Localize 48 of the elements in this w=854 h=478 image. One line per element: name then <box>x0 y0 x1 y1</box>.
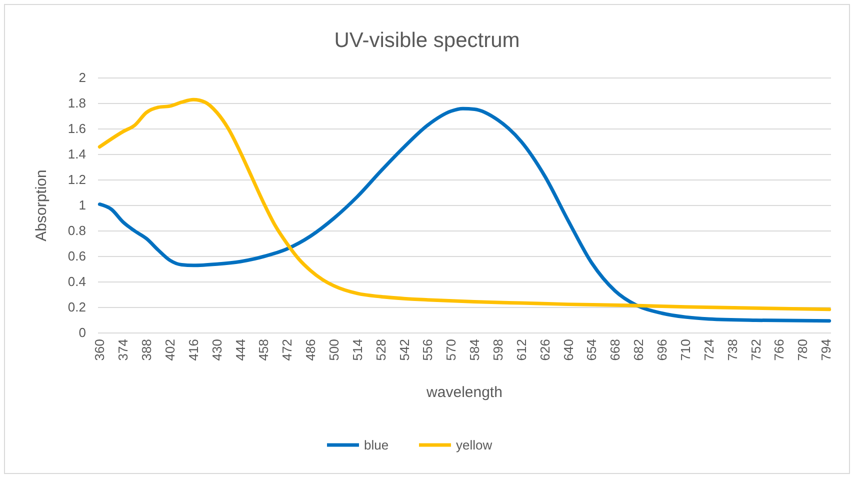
y-tick-label: 1 <box>78 198 86 213</box>
x-tick-label: 458 <box>256 339 272 361</box>
x-tick-label: 780 <box>795 339 810 361</box>
x-tick-label: 514 <box>350 339 365 361</box>
y-tick-label: 1.8 <box>68 96 86 111</box>
x-tick-label: 430 <box>209 339 224 361</box>
chart-title: UV-visible spectrum <box>334 29 520 52</box>
legend-label: blue <box>364 438 389 452</box>
y-tick-label: 1.4 <box>68 146 86 162</box>
x-tick-label: 360 <box>92 339 108 361</box>
y-tick-label: 2 <box>78 70 86 86</box>
x-tick-label: 556 <box>420 339 436 361</box>
y-tick-label: 1.2 <box>68 172 86 188</box>
x-tick-label: 374 <box>116 339 131 361</box>
x-tick-label: 794 <box>818 339 834 361</box>
x-tick-label: 696 <box>654 339 670 361</box>
x-tick-label: 612 <box>514 339 529 361</box>
x-tick-label: 570 <box>444 339 459 361</box>
y-tick-label: 0.2 <box>68 300 86 315</box>
x-tick-label: 766 <box>772 339 787 361</box>
x-tick-label: 640 <box>560 339 576 361</box>
x-tick-label: 710 <box>678 339 693 361</box>
x-axis-title: wavelength <box>426 384 502 401</box>
y-tick-label: 0.6 <box>68 248 86 264</box>
x-tick-label: 444 <box>232 339 248 361</box>
x-tick-label: 738 <box>724 339 740 361</box>
y-axis-title: Absorption <box>33 170 50 242</box>
x-tick-label: 486 <box>303 339 318 361</box>
x-tick-label: 598 <box>490 339 506 361</box>
x-tick-label: 402 <box>162 339 178 361</box>
x-tick-label: 472 <box>280 339 295 361</box>
x-tick-label: 626 <box>537 339 552 361</box>
y-tick-label: 0.8 <box>68 223 86 238</box>
x-tick-label: 388 <box>139 339 154 361</box>
x-tick-label: 500 <box>326 339 342 361</box>
y-tick-label: 1.6 <box>68 121 86 136</box>
x-tick-label: 416 <box>186 339 201 361</box>
x-tick-label: 584 <box>467 339 482 361</box>
y-tick-label: 0 <box>78 325 86 340</box>
x-tick-label: 668 <box>608 339 623 361</box>
x-tick-label: 542 <box>396 339 412 361</box>
x-tick-label: 724 <box>701 339 716 361</box>
x-tick-label: 528 <box>373 339 388 361</box>
x-tick-label: 654 <box>584 339 600 361</box>
legend-label: yellow <box>456 438 493 452</box>
y-tick-label: 0.4 <box>68 274 86 290</box>
x-tick-label: 752 <box>748 339 764 361</box>
x-tick-label: 682 <box>631 339 646 361</box>
